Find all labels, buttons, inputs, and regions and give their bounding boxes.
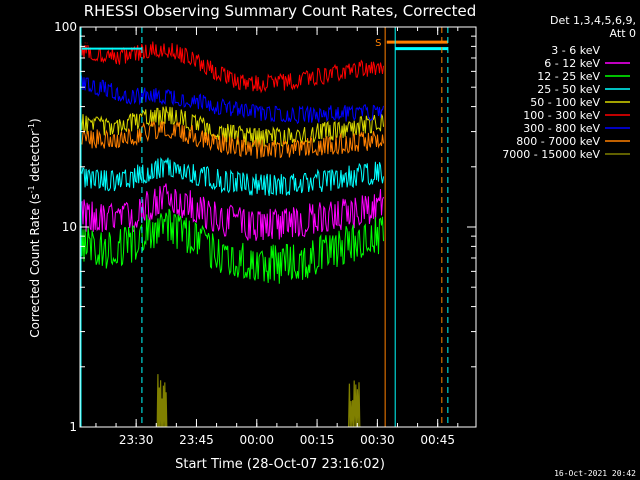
series-3	[79, 157, 384, 196]
series-layer	[79, 41, 384, 428]
legend-label-7: 800 - 7000 keV	[516, 135, 600, 148]
x-tick-label-4: 00:30	[360, 433, 395, 447]
legend-label-4: 50 - 100 keV	[530, 96, 600, 109]
y-tick-label-1: 10	[62, 220, 77, 234]
flag-layer: S	[80, 27, 449, 427]
ylabel-part-0: Corrected Count Rate (s	[28, 193, 42, 337]
ylabel-sup-0: -1	[27, 185, 36, 193]
series-0	[79, 234, 384, 382]
legend-label-2: 12 - 25 keV	[537, 70, 600, 83]
ylabel-sup-1: -1	[27, 123, 36, 131]
series-5	[79, 41, 384, 94]
series-6	[79, 73, 384, 125]
legend-header-0: Det 1,3,4,5,6,9,	[550, 14, 636, 27]
legend-label-6: 300 - 800 keV	[523, 122, 600, 135]
ylabel-part-1: detector	[28, 131, 42, 186]
x-axis-label: Start Time (28-Oct-07 23:16:02)	[175, 457, 385, 472]
legend-label-3: 25 - 50 keV	[537, 83, 600, 96]
plot-frame	[79, 26, 477, 428]
x-tick-label-3: 00:15	[300, 433, 335, 447]
ylabel-part-2: )	[28, 118, 42, 123]
y-axis-label: Corrected Count Rate (s-1 detector-1)	[27, 118, 42, 337]
series-7	[79, 120, 384, 159]
x-tick-label-0: 23:30	[119, 433, 154, 447]
legend-label-8: 7000 - 15000 keV	[502, 148, 600, 161]
footer-timestamp: 16-Oct-2021 20:42	[554, 469, 636, 478]
legend-label-0: 3 - 6 keV	[551, 44, 600, 57]
saa-label: S	[375, 38, 381, 49]
legend-header-1: Att 0	[610, 27, 636, 40]
x-tick-label-1: 23:45	[179, 433, 214, 447]
axis-layer: 1 10 100 23:30 23:45 00:00 00:15 00:30 00:45	[54, 20, 477, 447]
x-tick-label-5: 00:45	[420, 433, 455, 447]
burst-0	[156, 374, 168, 428]
burst-1	[348, 380, 361, 428]
y-tick-label-0: 1	[69, 420, 77, 434]
chart-title: RHESSI Observing Summary Count Rates, Co…	[84, 2, 477, 20]
legend-label-5: 100 - 300 keV	[523, 109, 600, 122]
series-1	[79, 183, 384, 241]
x-tick-label-2: 00:00	[239, 433, 274, 447]
series-2	[79, 208, 384, 284]
y-tick-label-2: 100	[54, 20, 77, 34]
legend-label-1: 6 - 12 keV	[544, 57, 600, 70]
